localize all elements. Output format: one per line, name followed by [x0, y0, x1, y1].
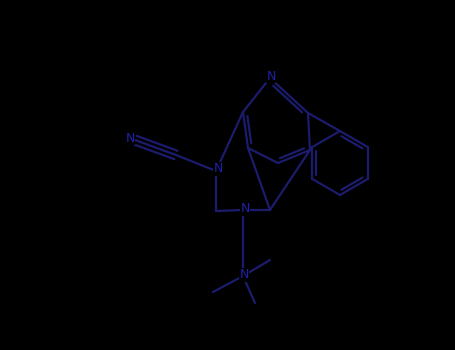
Text: N: N [266, 70, 276, 83]
Text: N: N [240, 203, 250, 216]
Text: N: N [213, 162, 222, 175]
Text: N: N [125, 132, 135, 145]
Text: N: N [239, 268, 249, 281]
